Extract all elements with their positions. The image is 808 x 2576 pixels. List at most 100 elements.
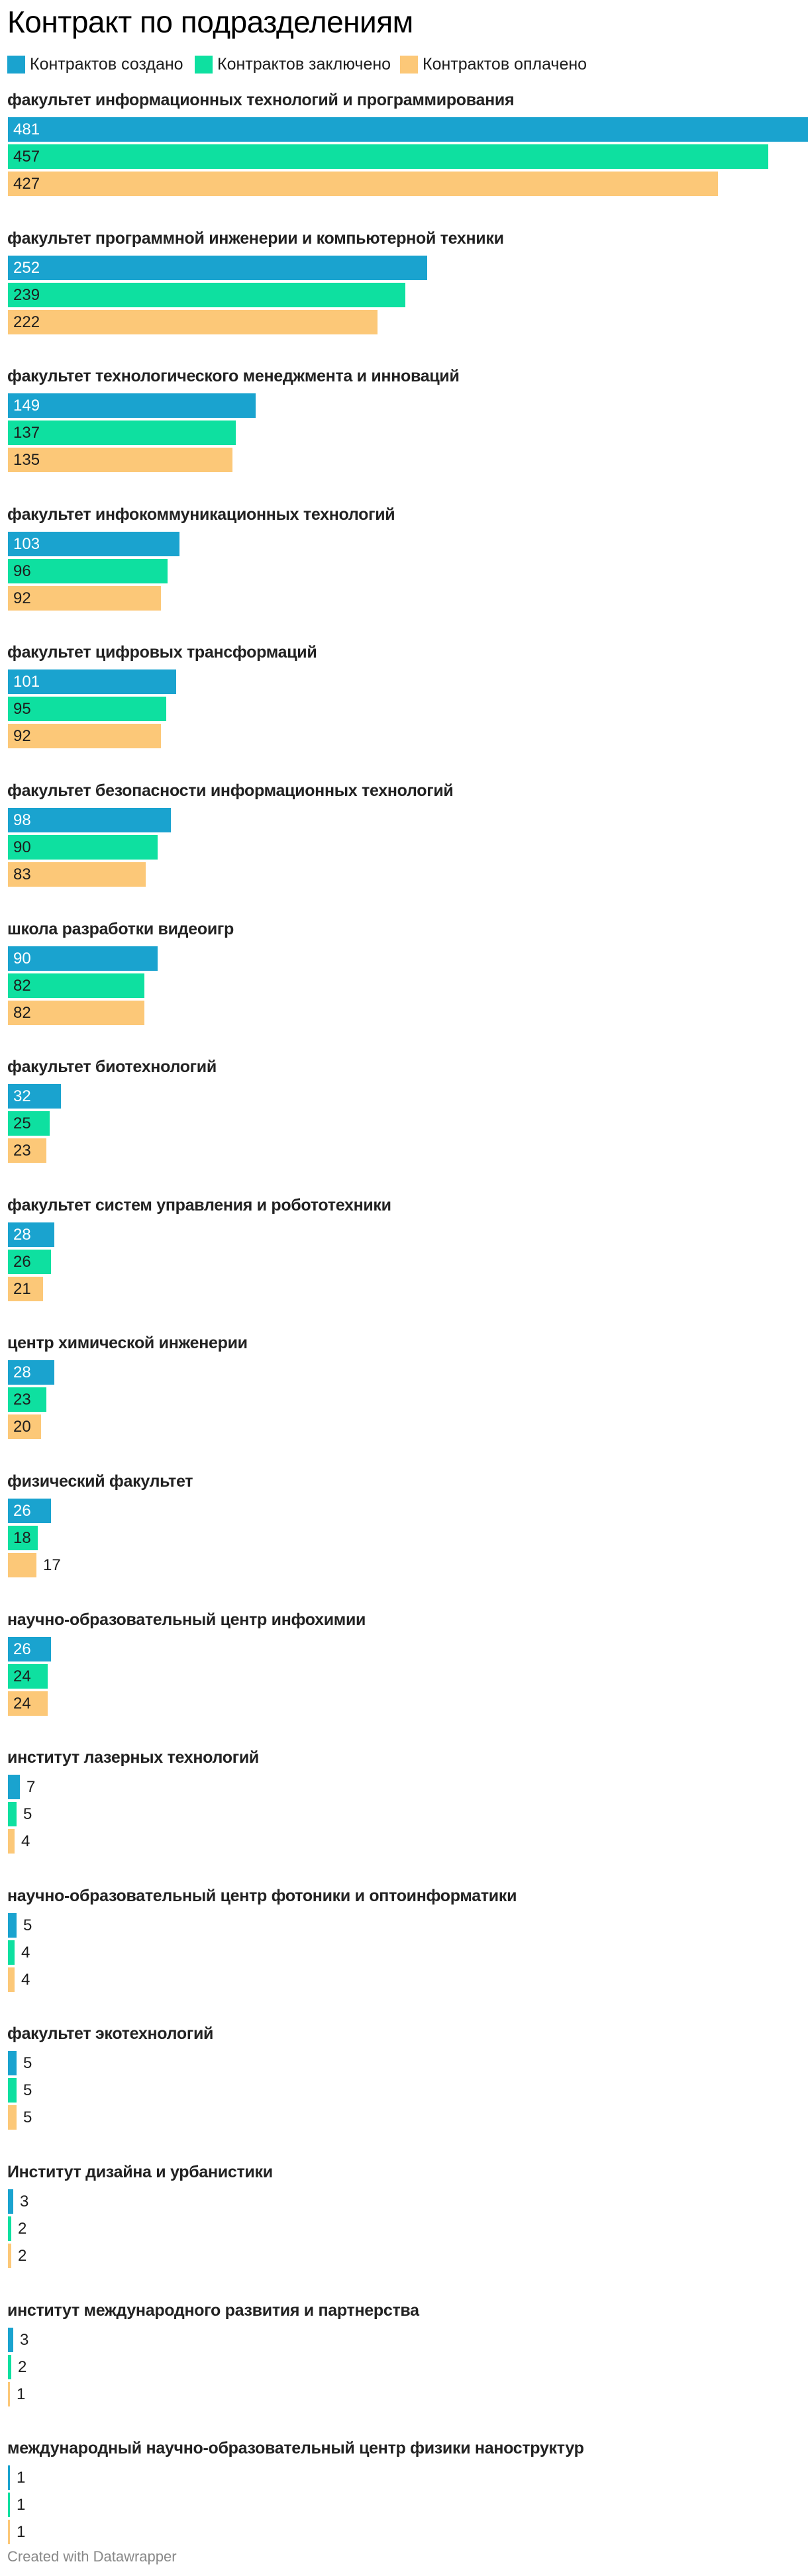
bar-created bbox=[8, 1360, 54, 1385]
bar-value-label: 5 bbox=[23, 1916, 32, 1934]
bar-value-label: 25 bbox=[13, 1115, 31, 1132]
bar-value-label: 222 bbox=[13, 313, 40, 331]
bar-concluded bbox=[8, 2355, 11, 2379]
bar-paid bbox=[8, 1691, 48, 1716]
bar-value-label: 103 bbox=[13, 535, 40, 553]
bar-created bbox=[8, 808, 171, 832]
bar-created bbox=[8, 1775, 20, 1799]
bar-value-label: 1 bbox=[17, 2385, 26, 2403]
bar-value-label: 5 bbox=[23, 2108, 32, 2126]
bar-value-label: 252 bbox=[13, 259, 40, 277]
bar-paid bbox=[8, 2244, 11, 2268]
bar-value-label: 481 bbox=[13, 121, 40, 138]
bar-value-label: 137 bbox=[13, 424, 40, 442]
bar-value-label: 90 bbox=[13, 950, 31, 967]
bar-paid bbox=[8, 1138, 46, 1163]
bar-value-label: 239 bbox=[13, 286, 40, 304]
bar-created bbox=[8, 2189, 13, 2214]
group-title: институт международного развития и партн… bbox=[7, 2301, 419, 2320]
bar-value-label: 3 bbox=[20, 2193, 29, 2210]
bar-value-label: 82 bbox=[13, 1004, 31, 1022]
bar-created bbox=[8, 1222, 54, 1247]
bar-created bbox=[8, 117, 808, 142]
bar-concluded bbox=[8, 1802, 17, 1826]
group-title: школа разработки видеоигр bbox=[7, 920, 234, 938]
group-title: факультет биотехнологий bbox=[7, 1058, 217, 1076]
bar-paid bbox=[8, 724, 161, 748]
bar-value-label: 4 bbox=[21, 1832, 30, 1850]
bar-created bbox=[8, 256, 427, 280]
bar-value-label: 149 bbox=[13, 397, 40, 415]
bar-value-label: 26 bbox=[13, 1640, 31, 1658]
bar-value-label: 23 bbox=[13, 1391, 31, 1409]
bar-concluded bbox=[8, 2078, 17, 2103]
bar-value-label: 20 bbox=[13, 1418, 31, 1436]
bar-value-label: 21 bbox=[13, 1280, 31, 1298]
bar-value-label: 5 bbox=[23, 2054, 32, 2072]
bar-value-label: 5 bbox=[23, 2081, 32, 2099]
bar-concluded bbox=[8, 1940, 15, 1965]
bar-value-label: 5 bbox=[23, 1805, 32, 1823]
legend-swatch-paid bbox=[400, 56, 418, 74]
bar-paid bbox=[8, 2382, 10, 2406]
bar-value-label: 18 bbox=[13, 1529, 31, 1547]
bar-created bbox=[8, 2051, 17, 2075]
bar-value-label: 24 bbox=[13, 1695, 31, 1712]
bar-value-label: 135 bbox=[13, 451, 40, 469]
bar-paid bbox=[8, 1967, 15, 1992]
legend-swatch-created bbox=[7, 56, 25, 74]
bar-paid bbox=[8, 2520, 10, 2544]
bar-created bbox=[8, 1637, 51, 1661]
bar-concluded bbox=[8, 835, 158, 860]
bar-value-label: 90 bbox=[13, 838, 31, 856]
legend-label-created: Контрактов создано bbox=[30, 55, 183, 74]
bar-paid bbox=[8, 862, 146, 887]
group-title: научно-образовательный центр фотоники и … bbox=[7, 1887, 517, 1905]
bar-value-label: 2 bbox=[18, 2220, 27, 2238]
group-title: центр химической инженерии bbox=[7, 1334, 248, 1352]
group-title: факультет экотехнологий bbox=[7, 2024, 214, 2043]
chart-title: Контракт по подразделениям bbox=[7, 5, 413, 39]
bar-created bbox=[8, 2328, 13, 2352]
bar-concluded bbox=[8, 283, 405, 307]
bar-created bbox=[8, 669, 176, 694]
bar-value-label: 26 bbox=[13, 1253, 31, 1271]
group-title: научно-образовательный центр инфохимии bbox=[7, 1610, 366, 1629]
bar-paid bbox=[8, 1001, 144, 1025]
group-title: институт лазерных технологий bbox=[7, 1748, 259, 1767]
bar-paid bbox=[8, 1277, 43, 1301]
group-title: факультет программной инженерии и компью… bbox=[7, 229, 504, 248]
bar-paid bbox=[8, 1414, 41, 1439]
bar-created bbox=[8, 946, 158, 971]
bar-value-label: 2 bbox=[18, 2358, 27, 2376]
bar-created bbox=[8, 393, 256, 418]
bar-concluded bbox=[8, 144, 768, 169]
bar-value-label: 427 bbox=[13, 175, 40, 193]
bar-created bbox=[8, 1084, 61, 1109]
bar-value-label: 17 bbox=[43, 1556, 61, 1574]
bar-value-label: 2 bbox=[18, 2247, 27, 2265]
bar-paid bbox=[8, 1553, 36, 1577]
group-title: Институт дизайна и урбанистики bbox=[7, 2163, 273, 2181]
group-title: факультет информационных технологий и пр… bbox=[7, 91, 515, 109]
group-title: факультет цифровых трансформаций bbox=[7, 643, 317, 662]
bar-value-label: 95 bbox=[13, 700, 31, 718]
bar-created bbox=[8, 2465, 10, 2490]
legend-swatch-concluded bbox=[195, 56, 213, 74]
bar-value-label: 4 bbox=[21, 1944, 30, 1961]
bar-value-label: 92 bbox=[13, 589, 31, 607]
bar-value-label: 3 bbox=[20, 2331, 29, 2349]
bar-value-label: 26 bbox=[13, 1502, 31, 1520]
bar-value-label: 1 bbox=[17, 2496, 26, 2514]
bar-paid bbox=[8, 1829, 15, 1854]
group-title: факультет инфокоммуникационных технологи… bbox=[7, 505, 395, 524]
bar-value-label: 24 bbox=[13, 1667, 31, 1685]
bar-created bbox=[8, 1913, 17, 1938]
bar-value-label: 457 bbox=[13, 148, 40, 166]
bar-created bbox=[8, 532, 179, 556]
legend-label-concluded: Контрактов заключено bbox=[217, 55, 391, 74]
group-title: международный научно-образовательный цен… bbox=[7, 2439, 584, 2457]
bar-created bbox=[8, 1499, 51, 1523]
bar-concluded bbox=[8, 2216, 11, 2241]
